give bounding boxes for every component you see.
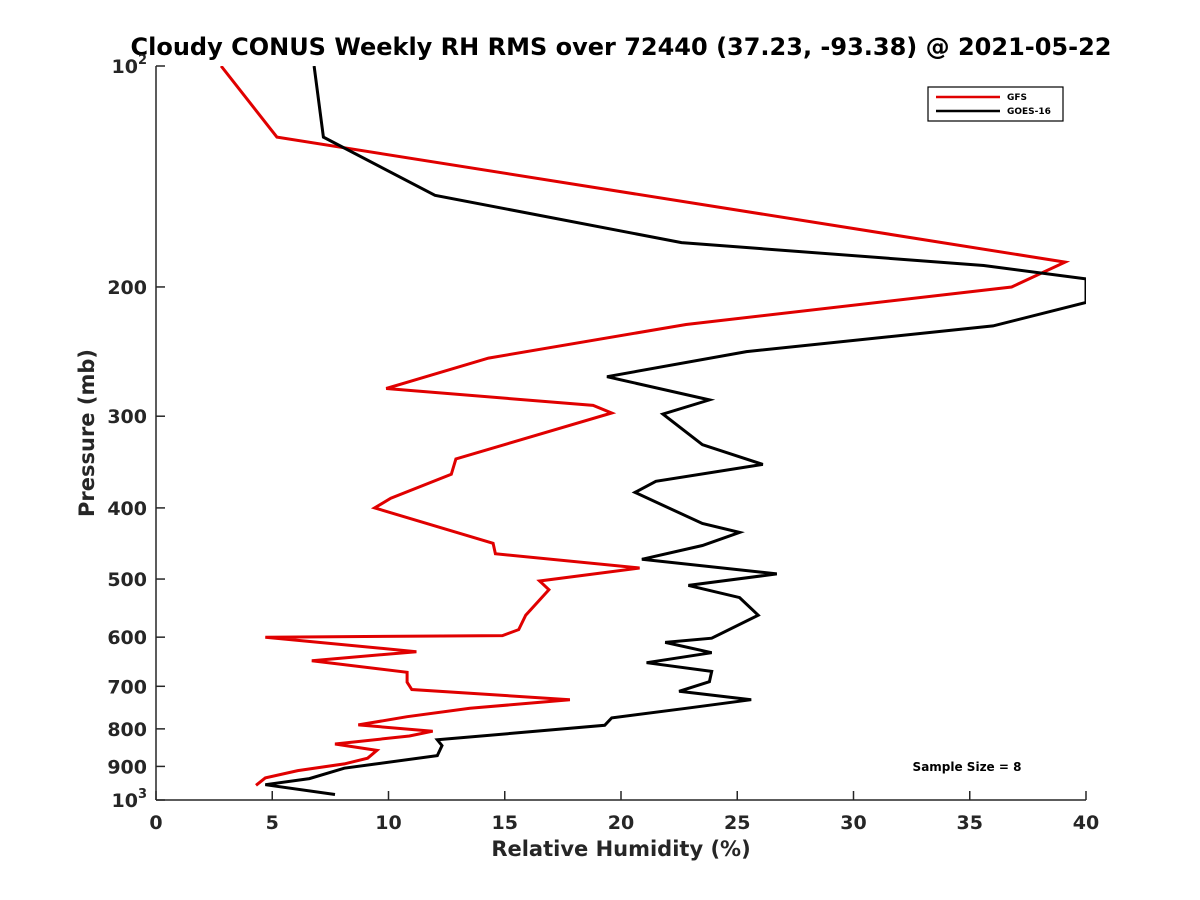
series-group bbox=[219, 66, 1086, 796]
legend-label: GOES-16 bbox=[1007, 107, 1051, 117]
x-tick-label: 5 bbox=[266, 812, 279, 834]
chart-title: Cloudy CONUS Weekly RH RMS over 72440 (3… bbox=[131, 33, 1112, 61]
sample-size-annotation: Sample Size = 8 bbox=[913, 760, 1022, 774]
series-line-goes-16 bbox=[265, 66, 1086, 796]
y-tick-label: 400 bbox=[107, 498, 147, 520]
x-tick-label: 25 bbox=[724, 812, 750, 834]
y-axis-label: Pressure (mb) bbox=[75, 349, 99, 517]
x-tick-label: 35 bbox=[957, 812, 983, 834]
y-tick-label: 200 bbox=[107, 277, 147, 299]
y-axis: 102 200 300 400 500 600 700 800 900 103 bbox=[107, 53, 165, 812]
x-axis-label: Relative Humidity (%) bbox=[491, 837, 750, 861]
y-tick-label: 600 bbox=[107, 627, 147, 649]
y-tick-label: 102 bbox=[112, 53, 148, 78]
x-tick-label: 20 bbox=[608, 812, 634, 834]
y-tick-label: 900 bbox=[107, 756, 147, 778]
x-axis: 0 5 10 15 20 25 30 35 40 bbox=[149, 791, 1099, 834]
x-tick-label: 30 bbox=[840, 812, 866, 834]
x-tick-label: 40 bbox=[1073, 812, 1099, 834]
series-line-gfs bbox=[219, 66, 1071, 787]
y-tick-label: 800 bbox=[107, 719, 147, 741]
y-tick-label: 500 bbox=[107, 569, 147, 591]
x-tick-label: 0 bbox=[149, 812, 162, 834]
y-tick-label: 103 bbox=[112, 787, 148, 812]
x-tick-label: 10 bbox=[375, 812, 401, 834]
y-tick-label: 300 bbox=[107, 406, 147, 428]
legend: GFS GOES-16 bbox=[927, 86, 1064, 122]
x-tick-label: 15 bbox=[492, 812, 518, 834]
legend-box bbox=[927, 86, 1064, 122]
y-tick-label: 700 bbox=[107, 676, 147, 698]
legend-label: GFS bbox=[1007, 93, 1027, 103]
